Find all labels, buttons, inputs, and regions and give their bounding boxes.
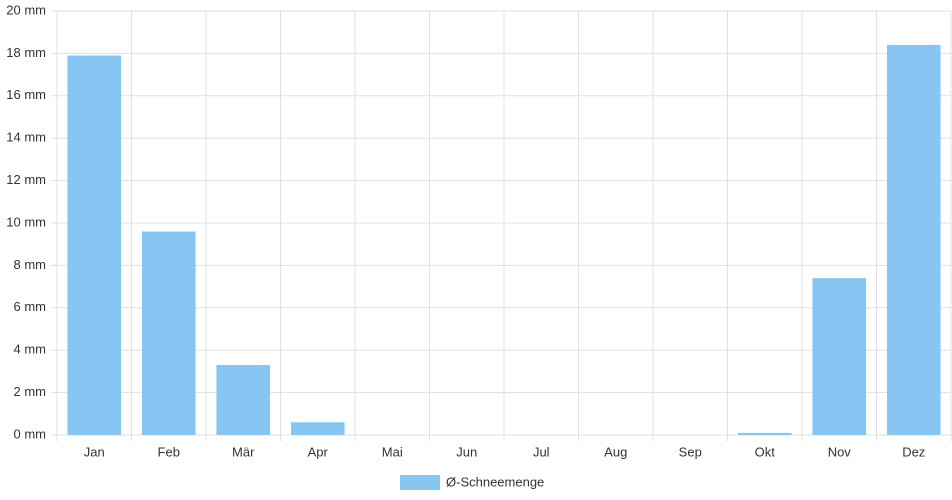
bar bbox=[216, 365, 271, 435]
legend-swatch bbox=[400, 475, 440, 490]
bar bbox=[141, 231, 196, 435]
y-tick-label: 18 mm bbox=[6, 45, 46, 60]
x-tick-label: Jan bbox=[84, 444, 105, 459]
y-tick-label: 0 mm bbox=[14, 426, 47, 441]
x-tick-label: Mai bbox=[382, 444, 403, 459]
y-tick-label: 8 mm bbox=[14, 257, 47, 272]
bar bbox=[737, 432, 792, 435]
y-tick-label: 4 mm bbox=[14, 342, 47, 357]
y-tick-label: 14 mm bbox=[6, 130, 46, 145]
y-tick-label: 2 mm bbox=[14, 384, 47, 399]
legend-label: Ø-Schneemenge bbox=[446, 474, 544, 489]
bar bbox=[290, 422, 345, 435]
bar bbox=[67, 55, 122, 436]
x-tick-label: Dez bbox=[902, 444, 925, 459]
y-tick-label: 16 mm bbox=[6, 87, 46, 102]
x-tick-label: Mär bbox=[232, 444, 255, 459]
x-tick-label: Apr bbox=[308, 444, 329, 459]
bar bbox=[812, 278, 867, 435]
x-tick-label: Sep bbox=[679, 444, 702, 459]
x-tick-label: Okt bbox=[755, 444, 776, 459]
x-tick-label: Feb bbox=[158, 444, 180, 459]
x-tick-label: Aug bbox=[604, 444, 627, 459]
y-tick-label: 12 mm bbox=[6, 172, 46, 187]
y-tick-label: 6 mm bbox=[14, 299, 47, 314]
bar bbox=[886, 44, 941, 436]
x-tick-label: Jun bbox=[456, 444, 477, 459]
x-tick-label: Jul bbox=[533, 444, 550, 459]
y-tick-label: 20 mm bbox=[6, 2, 46, 17]
y-tick-label: 10 mm bbox=[6, 214, 46, 229]
x-tick-label: Nov bbox=[828, 444, 852, 459]
